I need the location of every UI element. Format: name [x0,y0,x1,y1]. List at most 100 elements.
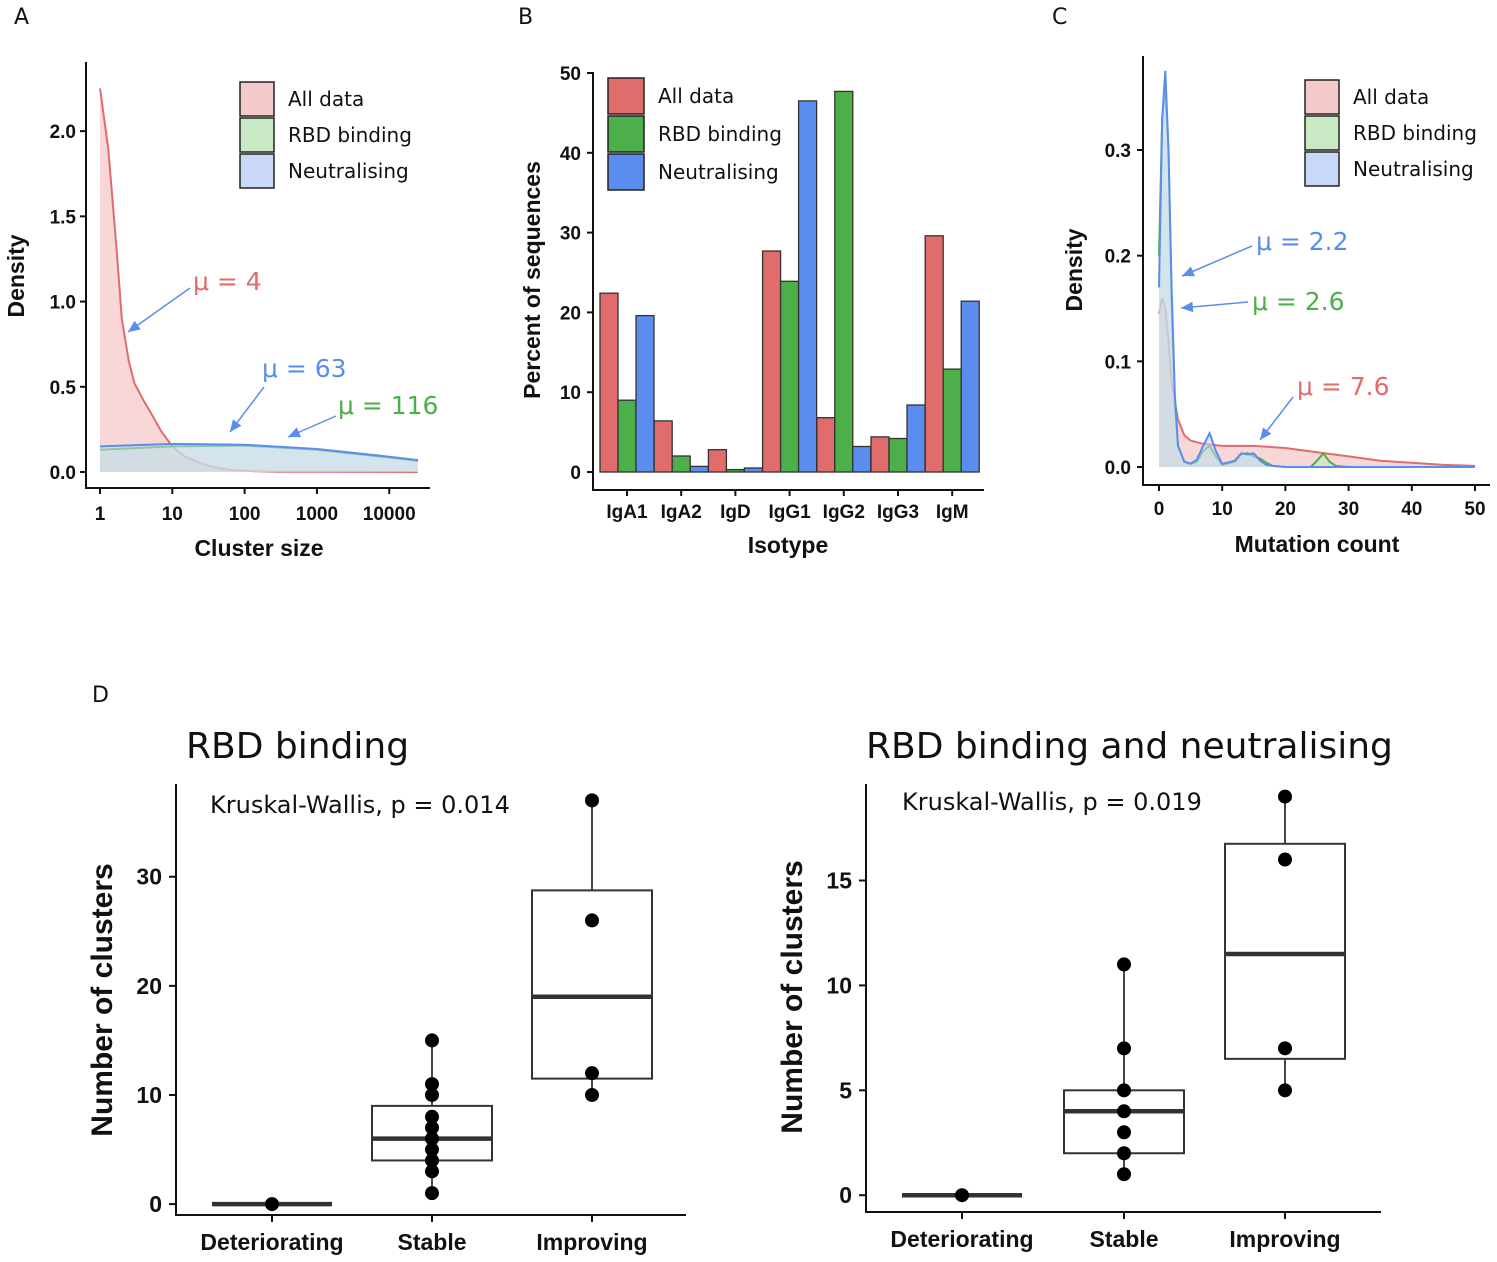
panel-b-y-tick-label: 10 [560,383,581,404]
panel-d1-y-tick-label: 20 [136,973,162,999]
panel-d2-boxplot: RBD binding and neutralising Kruskal-Wal… [776,726,1393,1252]
panel-c-x-tick-label: 40 [1401,499,1422,520]
panel-d2-plot-area [902,789,1346,1203]
panel-d1-x-tick-label-stable: Stable [397,1229,466,1255]
panel-d1-point-stable [425,1186,439,1201]
panel-d2-axes [865,784,1381,1213]
panel-c-density-areas [1158,70,1476,468]
panel-d2-box-stable [1063,1089,1185,1155]
panel-b-legend-key-rbd-binding [607,115,645,153]
panel-a-density: 0.0 0.5 1.0 1.5 2.0 1 10 100 1000 10000 Cluster … [3,62,438,561]
panel-b-x-tick-label-igm: IgM [936,502,969,523]
panel-c-axes [1142,56,1490,486]
panel-d1-point-improving [585,913,599,928]
panel-c-x-tick-label: 10 [1212,499,1233,520]
panel-b-legend-label-neutralising: Neutralising [658,160,779,184]
panel-b-bar-iga1-neutralising [635,314,655,473]
panel-a-y-tick-label: 2.0 [50,122,76,143]
panel-a-annotations: μ = 4 μ = 63 μ = 116 [127,267,438,438]
panel-b-x-tick-label-iga2: IgA2 [661,502,702,523]
panel-a-annotation-mean-all: μ = 4 [193,267,262,296]
panel-a-legend-key-rbd-binding [239,117,275,153]
panel-d2-point-stable [1117,957,1131,972]
panel-a-annotation-mean-neutralising: μ = 63 [262,354,347,383]
panel-a-density-areas [99,88,419,473]
panel-a-arrow-all-head [128,320,141,332]
panel-d1-title: RBD binding [186,726,409,767]
panel-c-legend-label-all-data: All data [1353,85,1429,109]
panel-b-y-title: Percent of sequences [519,161,545,399]
panel-d1-plot-area [212,793,653,1212]
panel-d2-x-tick-label-stable: Stable [1089,1226,1158,1252]
panel-c-x-tick-label: 50 [1464,499,1485,520]
panel-c-arrow-neutralising-line [1181,245,1253,277]
panel-b-y-tick-label: 20 [560,303,581,324]
panel-c-y-tick-label: 0.1 [1105,352,1132,373]
panel-a-x-title: Cluster size [194,535,323,561]
panel-a-x-tick-label: 100 [229,504,261,525]
panel-d2-point-stable [1117,1104,1131,1119]
panel-b-bar-igm-rbd-binding [942,368,962,473]
panel-b-bar-igg3-all-data [870,436,890,473]
panel-b-x-tick-label-igg2: IgG2 [823,502,865,523]
panel-d1-x-ticks: Deteriorating Stable Improving [200,1215,648,1255]
panel-a-arrow-neutralising-head [230,419,242,432]
panel-c-x-title: Mutation count [1235,531,1400,557]
panel-d2-box-improving [1224,842,1346,1060]
panel-a-area-all-data [100,88,418,472]
panel-d1-y-tick-label: 0 [149,1191,162,1217]
panel-d2-point-improving [1278,1041,1292,1056]
panel-a-annotation-mean-rbd: μ = 116 [338,391,438,420]
panel-a-legend-label-all-data: All data [288,87,364,111]
panel-c-x-tick-label: 30 [1338,499,1359,520]
panel-d1-x-tick-label-improving: Improving [536,1229,647,1255]
panel-d2-point-stable [1117,1125,1131,1140]
panel-b-legend-label-all-data: All data [658,84,734,108]
panel-c-arrow-neutralising-head [1182,266,1195,277]
panel-d1-point-improving [585,793,599,808]
panel-d2-y-tick-label: 5 [839,1077,852,1103]
panel-a-y-title: Density [3,234,29,317]
panel-c-legend-label-rbd-binding: RBD binding [1353,121,1477,145]
panel-b-legend: All data RBD binding Neutralising [607,77,782,191]
panel-b-bar-igg1-neutralising [797,100,818,473]
panel-d2-point-improving [1278,852,1292,867]
panel-d2-x-ticks: Deteriorating Stable Improving [890,1212,1341,1252]
panel-b-bar-iga1-rbd-binding [617,399,637,473]
panel-c-annotation-mean-neutralising: μ = 2.2 [1256,227,1349,256]
panel-a-x-ticks: 1 10 100 1000 10000 [95,488,416,525]
panel-b-bar-igg2-neutralising [852,445,872,473]
panel-d2-point-stable [1117,1041,1131,1056]
panel-c-arrow-rbd-head [1181,301,1194,313]
panel-d1-x-tick-label-deteriorating: Deteriorating [200,1229,343,1255]
panel-c-legend-label-neutralising: Neutralising [1353,157,1474,181]
panel-b-y-tick-label: 40 [560,144,581,165]
panel-d1-axes [175,784,686,1216]
panel-b-bar-iga2-all-data [653,420,673,473]
panel-b-bar-iga2-neutralising [689,465,709,473]
panel-d1-y-ticks: 0 10 20 30 [136,864,176,1217]
panel-b-bar-iga1-all-data [599,292,619,473]
panel-d2-x-tick-label-improving: Improving [1229,1226,1340,1252]
panel-c-area-all-data [1159,297,1475,467]
panel-b-bar-igd-all-data [707,449,728,473]
panel-d1-point-stable [425,1153,439,1168]
panel-b-legend-key-neutralising [607,153,645,191]
panel-a-legend: All data RBD binding Neutralising [239,81,412,189]
panel-b-legend-key-all-data [607,77,645,115]
panel-a-y-tick-label: 1.5 [50,207,77,228]
panel-a-arrow-rbd-head [288,427,301,438]
panel-c-y-ticks: 0.0 0.1 0.2 0.3 [1105,141,1143,479]
panel-a-x-tick-label: 10 [162,504,183,525]
panel-b-x-tick-label-igd: IgD [720,502,751,523]
panel-a-area-neutralising [100,443,418,472]
panel-d2-y-title: Number of clusters [776,860,809,1133]
panel-c-arrow-all-head [1260,427,1272,440]
panel-a-y-tick-label: 0.5 [50,378,77,399]
panel-b-bar-igm-neutralising [960,300,980,473]
panel-d1-point-stable [425,1109,439,1124]
panel-a-legend-key-all-data [239,81,275,117]
panel-d1-y-tick-label: 30 [136,864,162,890]
panel-c-line-neutralising [1158,70,1475,468]
panel-d1-point-improving [585,1087,599,1102]
